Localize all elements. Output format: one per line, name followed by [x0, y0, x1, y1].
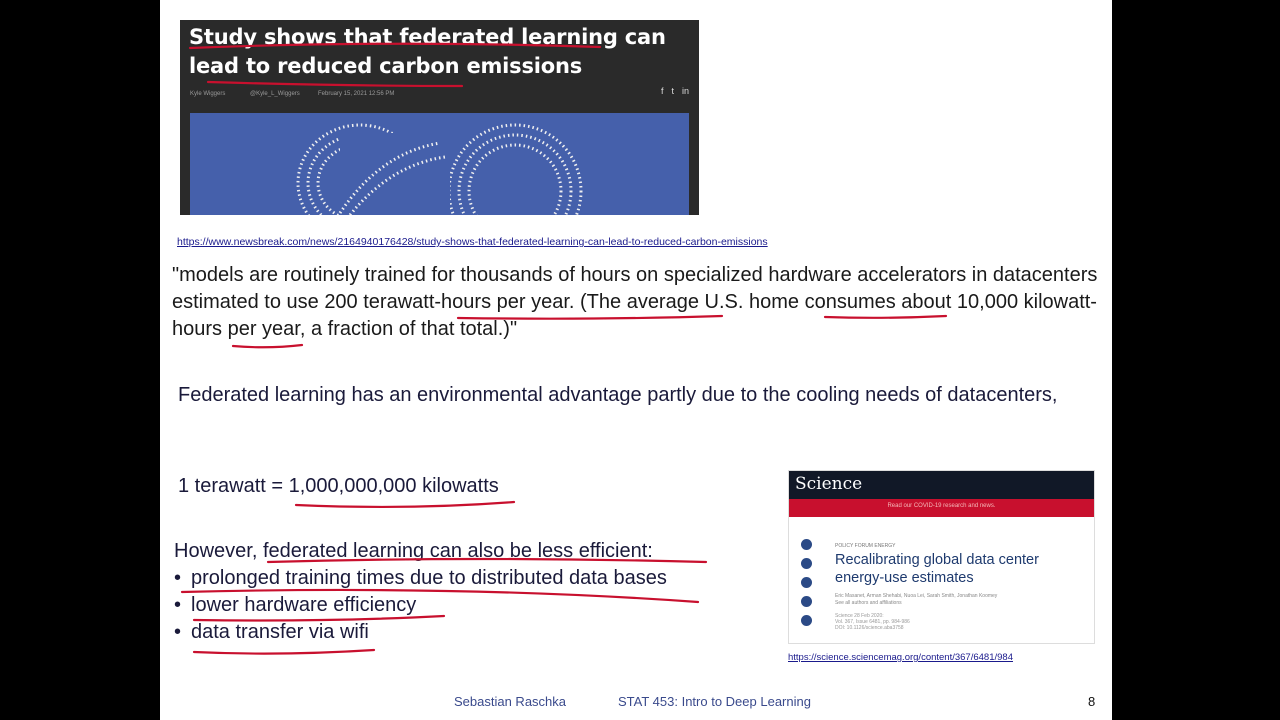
federated-advantage-text: Federated learning has an environmental … — [178, 384, 1058, 406]
page-number: 8 — [1088, 694, 1096, 709]
science-article-screenshot: Science Read our COVID-19 research and n… — [788, 470, 1095, 644]
article-author: Kyle Wiggers — [190, 91, 226, 97]
list-item: prolonged training times due to distribu… — [174, 565, 667, 592]
science-banner-text[interactable]: Read our COVID-19 research and news. — [887, 503, 996, 509]
twitter-icon[interactable]: t — [671, 86, 674, 96]
science-author-list: Eric Masanet, Arman Shehabi, Nuoa Lei, S… — [835, 593, 998, 599]
underline-headline-2 — [206, 80, 464, 88]
underline-bullet-2 — [192, 614, 446, 622]
article-meta: Kyle Wiggers @Kyle_L_Wiggers February 15… — [190, 88, 690, 102]
science-authors: Eric Masanet, Arman Shehabi, Nuoa Lei, S… — [835, 593, 1085, 607]
science-banner-bar: Read our COVID-19 research and news. — [789, 499, 1094, 517]
quote-text-start: "models are routinely trained for thousa… — [172, 264, 1098, 313]
facebook-icon[interactable]: f — [660, 86, 664, 96]
quote-highlight-10000: 10,000 — [956, 291, 1019, 313]
science-logo: Science — [795, 474, 863, 494]
dotted-circles-graphic — [296, 123, 583, 215]
underline-federated — [266, 557, 708, 564]
however-suffix: : — [647, 540, 653, 562]
underline-headline-1 — [188, 42, 602, 50]
article-url-link[interactable]: https://www.newsbreak.com/news/216494017… — [177, 236, 768, 248]
underline-bullet-1 — [180, 588, 700, 604]
inefficiency-list: prolonged training times due to distribu… — [174, 565, 667, 646]
underline-200-twh — [456, 314, 724, 320]
conversion-left: 1 terawatt = — [178, 475, 289, 497]
share-icons: f t in — [661, 86, 689, 96]
however-text: federated learning can also be less effi… — [262, 540, 648, 562]
science-pub-info: Science 28 Feb 2020: Vol. 367, Issue 648… — [835, 613, 1035, 631]
science-pub-line: DOI: 10.1126/science.aba3758 — [835, 625, 904, 631]
science-pub-line: Science 28 Feb 2020: — [835, 613, 884, 619]
article-screenshot: Study shows that federated learning can … — [180, 20, 699, 215]
however-heading: However, federated learning can also be … — [174, 538, 653, 565]
science-kicker: POLICY FORUM ENERGY — [835, 543, 896, 549]
twitter-icon[interactable] — [801, 577, 812, 588]
email-icon[interactable] — [801, 615, 812, 626]
conversion-value: 1,000,000,000 kilowatts — [288, 475, 499, 497]
list-item: data transfer via wifi — [174, 619, 667, 646]
quote-text-end: kilowatt-hours per year, a fraction of t… — [172, 291, 1097, 340]
quote-highlight-200-twh: 200 terawatt-hours per year. — [324, 291, 575, 313]
science-title: Recalibrating global data center energy-… — [835, 552, 1039, 586]
article-hero-image — [190, 113, 689, 215]
underline-us-home — [823, 314, 948, 319]
quote-highlight-us-home: U.S. home — [704, 291, 800, 313]
linkedin-icon[interactable]: in — [681, 86, 689, 96]
underline-bullet-3 — [192, 648, 376, 655]
underline-10000 — [231, 343, 304, 349]
red-pen-annotations — [180, 42, 948, 655]
science-header: Science — [789, 471, 1094, 499]
quote-text-mid2: consumes about — [799, 291, 957, 313]
quote-text-mid: (The average — [574, 291, 705, 313]
conversion-line: 1 terawatt = 1,000,000,000 kilowatts — [178, 473, 499, 500]
however-prefix: However, — [174, 540, 263, 562]
science-share-icons — [801, 539, 812, 626]
science-authors-link[interactable]: See all authors and affiliations — [835, 600, 902, 606]
facebook-icon[interactable] — [801, 558, 812, 569]
science-pub-line: Vol. 367, Issue 6481, pp. 984-986 — [835, 619, 910, 625]
article-headline: Study shows that federated learning can … — [189, 25, 666, 78]
list-item: lower hardware efficiency — [174, 592, 667, 619]
article-handle: @Kyle_L_Wiggers — [250, 91, 300, 97]
footer-course: STAT 453: Intro to Deep Learning — [618, 694, 811, 709]
article-date: February 15, 2021 12:56 PM — [318, 91, 395, 97]
quote-paragraph: "models are routinely trained for thousa… — [172, 262, 1102, 343]
science-url-link[interactable]: https://science.sciencemag.org/content/3… — [788, 652, 1013, 663]
slide: Study shows that federated learning can … — [160, 0, 1112, 720]
footer-author: Sebastian Raschka — [454, 694, 567, 709]
underline-kilowatts — [294, 500, 516, 509]
share-icon[interactable] — [801, 596, 812, 607]
pdf-icon[interactable] — [801, 539, 812, 550]
